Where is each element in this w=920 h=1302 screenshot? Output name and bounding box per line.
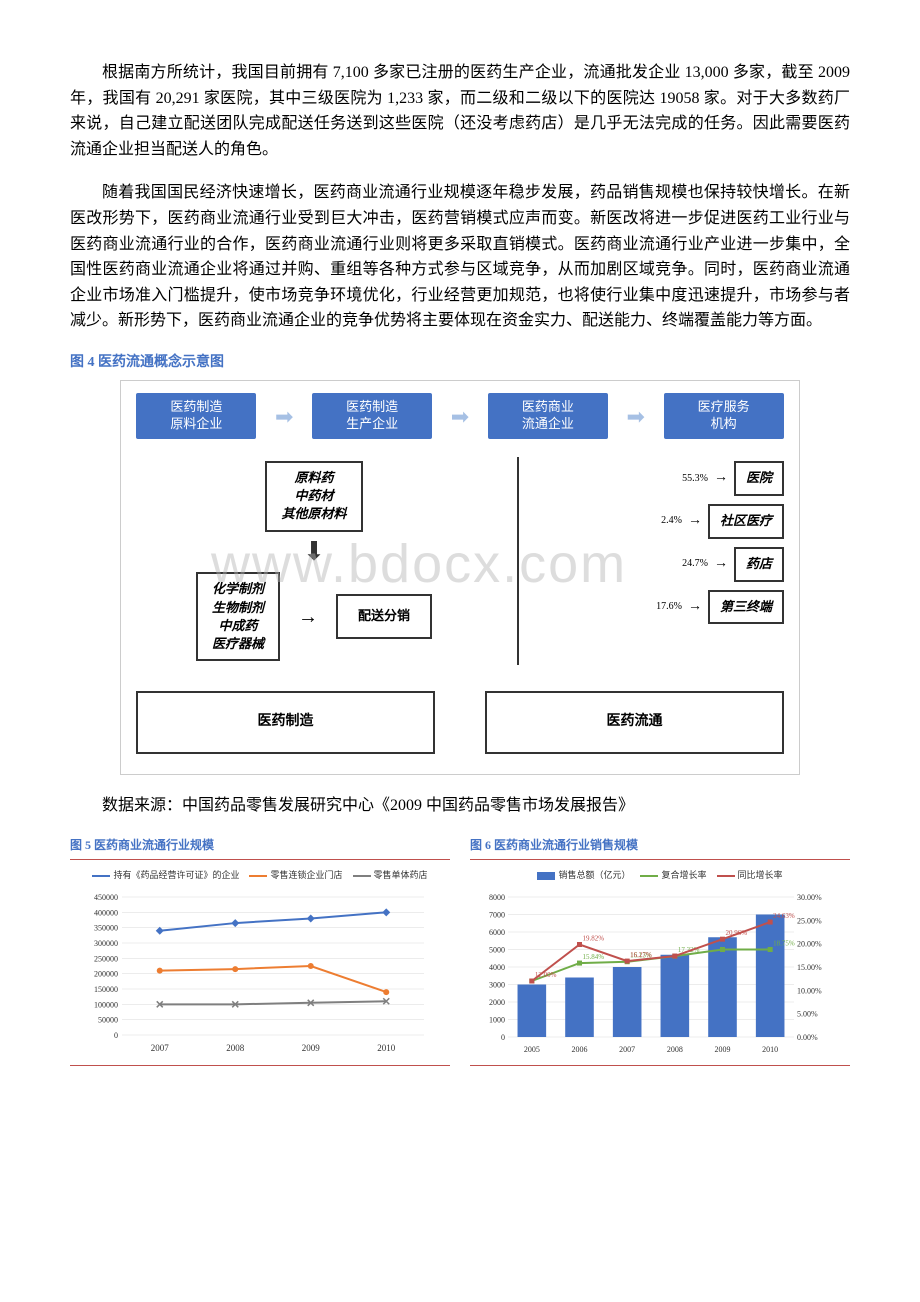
legend-label: 持有《药品经营许可证》的企业 (113, 868, 239, 882)
paragraph-2: 随着我国国民经济快速增长，医药商业流通行业规模逐年稳步发展，药品销售规模也保持较… (70, 180, 850, 334)
products-box: 化学制剂生物制剂中成药医疗器械 (196, 572, 280, 661)
svg-text:2008: 2008 (667, 1045, 683, 1054)
legend-label: 同比增长率 (738, 868, 783, 882)
svg-text:2000: 2000 (489, 998, 505, 1007)
svg-text:25.00%: 25.00% (797, 916, 822, 925)
svg-text:450000: 450000 (94, 893, 118, 902)
svg-text:10.00%: 10.00% (797, 986, 822, 995)
charts-row: 图 5 医药商业流通行业规模 持有《药品经营许可证》的企业 零售连锁企业门店 零… (70, 836, 850, 1066)
svg-text:200000: 200000 (94, 969, 118, 978)
vertical-separator (517, 457, 519, 665)
flow-box-mfg: 医药制造生产企业 (312, 393, 432, 439)
svg-text:2007: 2007 (619, 1045, 635, 1054)
svg-text:3000: 3000 (489, 980, 505, 989)
svg-text:6000: 6000 (489, 928, 505, 937)
svg-text:18.75%: 18.75% (773, 939, 795, 947)
svg-text:2010: 2010 (377, 1043, 396, 1053)
svg-text:1000: 1000 (489, 1015, 505, 1024)
svg-text:2009: 2009 (302, 1043, 321, 1053)
svg-text:15.00%: 15.00% (797, 963, 822, 972)
pct-label: 17.6% (656, 599, 682, 615)
fig5-legend: 持有《药品经营许可证》的企业 零售连锁企业门店 零售单体药店 (74, 868, 446, 882)
terminal-community: 2.4% → 社区医疗 (544, 504, 784, 539)
svg-text:0.00%: 0.00% (797, 1033, 818, 1042)
top-flow-row: 医药制造原料企业 ➡ 医药制造生产企业 ➡ 医药商业流通企业 ➡ 医疗服务机构 (121, 381, 799, 451)
svg-text:24.63%: 24.63% (773, 912, 795, 920)
data-source: 数据来源：中国药品零售发展研究中心《2009 中国药品零售市场发展报告》 (70, 793, 850, 819)
svg-text:20.96%: 20.96% (726, 929, 748, 937)
fig6-title: 图 6 医药商业流通行业销售规模 (470, 836, 850, 855)
svg-text:4000: 4000 (489, 963, 505, 972)
fig6-svg: 0 1000 2000 3000 4000 5000 6000 7000 8000 0.00% 5.… (474, 887, 834, 1057)
legend-label: 零售连锁企业门店 (270, 868, 342, 882)
svg-text:16.27%: 16.27% (630, 951, 652, 959)
legend-label: 销售总额（亿元） (558, 868, 630, 882)
svg-text:100000: 100000 (94, 1000, 118, 1009)
svg-text:350000: 350000 (94, 923, 118, 932)
svg-text:30.00%: 30.00% (797, 893, 822, 902)
mfg-big-box: 医药制造 (136, 691, 435, 753)
svg-text:50000: 50000 (98, 1015, 118, 1024)
svg-text:400000: 400000 (94, 908, 118, 917)
fig6-legend: 销售总额（亿元） 复合增长率 同比增长率 (474, 868, 846, 882)
pct-label: 24.7% (682, 556, 708, 572)
fig5-title: 图 5 医药商业流通行业规模 (70, 836, 450, 855)
left-column: 原料药中药材其他原材料 ⬇ 化学制剂生物制剂中成药医疗器械 → 配送分销 (136, 461, 492, 661)
svg-text:8000: 8000 (489, 893, 505, 902)
bottom-row: 医药制造 医药流通 (121, 671, 799, 773)
legend-label: 零售单体药店 (374, 868, 428, 882)
fig4-title: 图 4 医药流通概念示意图 (70, 352, 850, 374)
terminal-box: 第三终端 (708, 590, 784, 625)
svg-text:150000: 150000 (94, 985, 118, 994)
arrow-icon: ➡ (626, 399, 644, 434)
terminal-box: 医院 (734, 461, 784, 496)
svg-text:7000: 7000 (489, 910, 505, 919)
terminal-box: 社区医疗 (708, 504, 784, 539)
svg-text:15.84%: 15.84% (583, 953, 605, 961)
arrow-icon: ➡ (275, 399, 293, 434)
fig5-chart: 持有《药品经营许可证》的企业 零售连锁企业门店 零售单体药店 0 50000 100… (70, 859, 450, 1065)
svg-text:2009: 2009 (715, 1045, 731, 1054)
svg-text:2008: 2008 (226, 1043, 245, 1053)
right-column: 55.3% → 医院 2.4% → 社区医疗 24.7% → 药店 17.6% … (544, 461, 784, 661)
fig4-diagram: www.bdocx.com 医药制造原料企业 ➡ 医药制造生产企业 ➡ 医药商业… (120, 380, 800, 774)
flow-box-raw: 医药制造原料企业 (136, 393, 256, 439)
down-arrow-icon: ⬇ (303, 542, 325, 563)
distribution-box: 配送分销 (336, 594, 432, 639)
fig6-column: 图 6 医药商业流通行业销售规模 销售总额（亿元） 复合增长率 同比增长率 0 1… (470, 836, 850, 1066)
terminal-hospital: 55.3% → 医院 (544, 461, 784, 496)
svg-text:0: 0 (501, 1033, 505, 1042)
svg-text:2007: 2007 (151, 1043, 170, 1053)
pct-label: 55.3% (682, 471, 708, 487)
arrow-icon: ➡ (451, 399, 469, 434)
terminal-box: 药店 (734, 547, 784, 582)
svg-text:250000: 250000 (94, 954, 118, 963)
flow-box-dist: 医药商业流通企业 (488, 393, 608, 439)
svg-text:19.82%: 19.82% (583, 934, 605, 942)
svg-text:20.00%: 20.00% (797, 939, 822, 948)
svg-text:2010: 2010 (762, 1045, 778, 1054)
fig5-svg: 0 50000 100000 150000 200000 250000 300000 3500… (74, 887, 434, 1057)
pct-label: 2.4% (661, 513, 682, 529)
mid-section: 原料药中药材其他原材料 ⬇ 化学制剂生物制剂中成药医疗器械 → 配送分销 55.… (121, 451, 799, 671)
svg-text:2006: 2006 (572, 1045, 588, 1054)
svg-text:5.00%: 5.00% (797, 1009, 818, 1018)
legend-label: 复合增长率 (661, 868, 706, 882)
terminal-third: 17.6% → 第三终端 (544, 590, 784, 625)
dist-big-box: 医药流通 (485, 691, 784, 753)
svg-text:5000: 5000 (489, 945, 505, 954)
svg-text:12.00%: 12.00% (535, 971, 557, 979)
terminal-pharmacy: 24.7% → 药店 (544, 547, 784, 582)
svg-text:300000: 300000 (94, 939, 118, 948)
svg-text:2005: 2005 (524, 1045, 540, 1054)
raw-materials-box: 原料药中药材其他原材料 (265, 461, 362, 532)
fig6-chart: 销售总额（亿元） 复合增长率 同比增长率 0 1000 2000 3000 4000 50… (470, 859, 850, 1065)
fig5-column: 图 5 医药商业流通行业规模 持有《药品经营许可证》的企业 零售连锁企业门店 零… (70, 836, 450, 1066)
flow-box-svc: 医疗服务机构 (664, 393, 784, 439)
svg-text:0: 0 (114, 1031, 118, 1040)
paragraph-1: 根据南方所统计，我国目前拥有 7,100 多家已注册的医药生产企业，流通批发企业… (70, 60, 850, 162)
